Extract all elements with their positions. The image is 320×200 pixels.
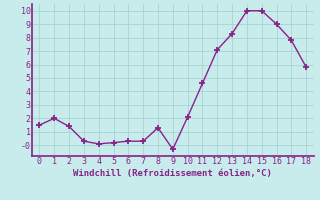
X-axis label: Windchill (Refroidissement éolien,°C): Windchill (Refroidissement éolien,°C): [73, 169, 272, 178]
